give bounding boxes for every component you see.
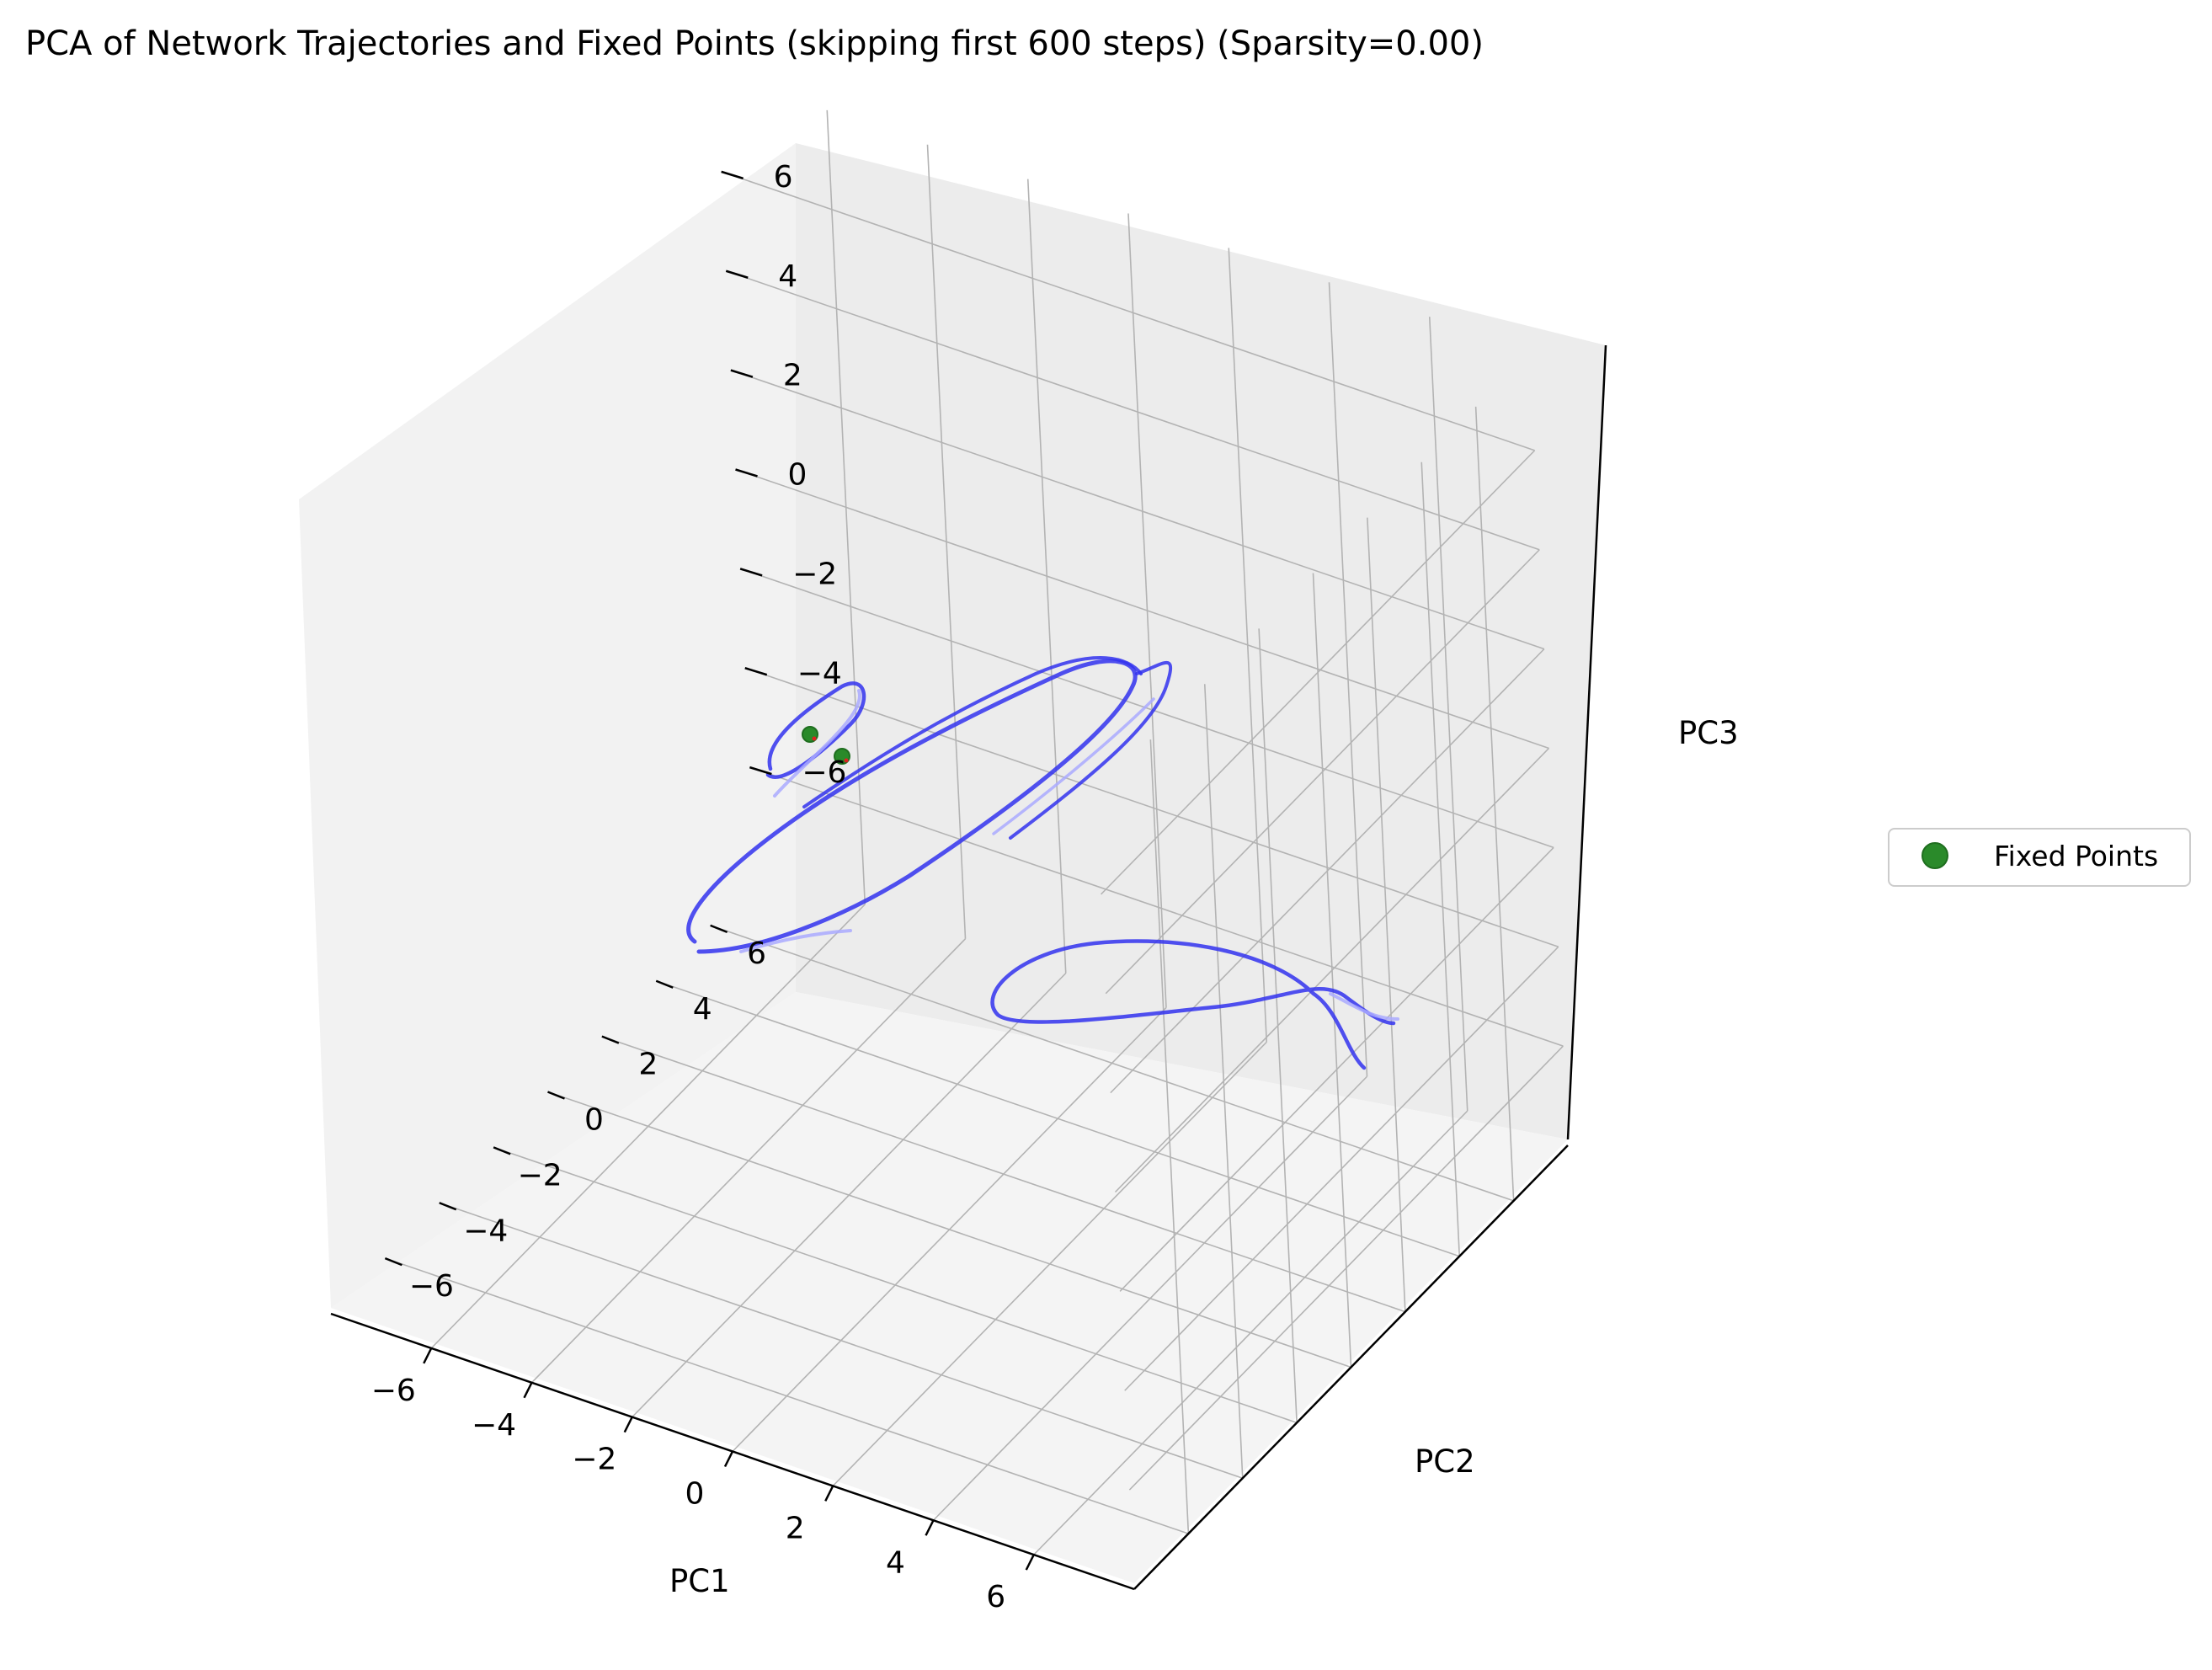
trajectory-path (739, 929, 852, 953)
trajectory-path (1329, 992, 1399, 1021)
pc3-tick-label: 4 (778, 259, 797, 294)
back-pane (796, 143, 1606, 1139)
grid-lines (385, 109, 1564, 1555)
pc2-tick (384, 1257, 402, 1267)
trajectory-path (1009, 660, 1172, 840)
pc3-tick-label: −6 (802, 755, 846, 790)
pc2-tick (493, 1146, 511, 1155)
fixed-points-layer (802, 726, 850, 765)
pc2-tick (710, 924, 728, 934)
pc2-tick-label: −4 (463, 1214, 508, 1248)
trajectories (686, 656, 1399, 1070)
pc2-axis-label: PC2 (1415, 1443, 1475, 1480)
left-pane (299, 143, 796, 1308)
pc2-tick-label: 2 (638, 1048, 658, 1082)
trajectory-path (990, 939, 1396, 1070)
pc3-axis-label: PC3 (1678, 715, 1739, 751)
pc3-tick (744, 667, 768, 676)
grid-left-z (1119, 846, 1554, 1292)
fixed-point-direction-marker (844, 758, 849, 763)
pc3-tick (739, 568, 763, 577)
grid-back-z (740, 372, 1545, 650)
pc1-tick-label: 6 (986, 1580, 1005, 1614)
pc3-tick (730, 369, 754, 378)
pc3-tick-label: 2 (783, 359, 802, 393)
legend-frame (1888, 828, 2191, 887)
grid-left-z (1114, 747, 1550, 1193)
grid-left-z (1101, 450, 1536, 895)
grid-back-z (754, 670, 1559, 948)
fixed-point-direction-marker (812, 736, 817, 741)
pc1-tick (623, 1417, 633, 1433)
pc1-tick (1025, 1554, 1035, 1571)
pc1-tick (523, 1382, 533, 1399)
pc1-tick-label: 2 (786, 1511, 805, 1545)
pc1-tick (423, 1347, 433, 1364)
pc3-tick (735, 468, 758, 478)
axis-panes (299, 143, 1606, 1583)
pc1-axis-label: PC1 (669, 1563, 730, 1599)
pc3-tick (749, 766, 772, 776)
pc2-tick-label: 0 (584, 1103, 604, 1138)
pc1-tick-label: −6 (371, 1374, 416, 1408)
grid-floor-y (710, 925, 1514, 1202)
pc1-tick-label: −4 (472, 1408, 516, 1443)
pc1-tick-label: −2 (572, 1443, 616, 1477)
pc2-tick-label: 6 (747, 936, 766, 971)
pc2-axis-line (1133, 1144, 1569, 1590)
pc1-tick (925, 1519, 935, 1536)
pc1-tick (824, 1485, 834, 1502)
pc2-tick-label: −6 (409, 1269, 454, 1304)
pc3-tick (725, 269, 749, 279)
grid-back-z (735, 273, 1540, 551)
grid-left-z (1128, 1045, 1564, 1491)
pc2-tick (439, 1202, 457, 1211)
pc2-tick (601, 1035, 620, 1044)
pc2-tick-label: 4 (693, 992, 712, 1027)
chart-title: PCA of Network Trajectories and Fixed Po… (25, 24, 1484, 63)
grid-back-z (760, 770, 1564, 1047)
legend-label-fixed-points: Fixed Points (1994, 840, 2158, 872)
grid-floor-y (601, 1035, 1406, 1313)
trajectory-path (686, 659, 1138, 954)
pc3-tick-label: −2 (792, 557, 837, 591)
floor-pane (331, 992, 1568, 1583)
pc2-tick (547, 1091, 565, 1100)
grid-left-z (1105, 549, 1540, 995)
grid-floor-y (385, 1257, 1189, 1534)
pc2-tick-label: −2 (518, 1158, 562, 1192)
pc3-axis-line (1566, 344, 1607, 1140)
pc3-tick-label: 6 (774, 160, 793, 195)
grid-floor-y (493, 1146, 1298, 1424)
pc3-tick-label: −4 (797, 656, 842, 691)
grid-back-z (731, 174, 1535, 451)
pc2-tick (655, 979, 674, 989)
grid-floor-y (439, 1202, 1244, 1480)
pc1-tick-label: 4 (886, 1545, 905, 1580)
grid-left-z (1110, 648, 1545, 1094)
legend: Fixed Points (1888, 828, 2191, 887)
trajectory-path (773, 689, 861, 798)
pc3-tick (721, 170, 744, 180)
trajectory-path (992, 697, 1155, 835)
pc1-tick-label: 0 (685, 1477, 705, 1512)
pc3-tick-label: 0 (788, 458, 808, 493)
grid-floor-y (547, 1091, 1351, 1369)
legend-marker-fixed-points (1922, 842, 1948, 869)
grid-back-z (745, 472, 1549, 750)
grid-left-z (1124, 946, 1559, 1391)
grid-floor-y (655, 979, 1460, 1257)
pc1-tick (723, 1450, 734, 1468)
